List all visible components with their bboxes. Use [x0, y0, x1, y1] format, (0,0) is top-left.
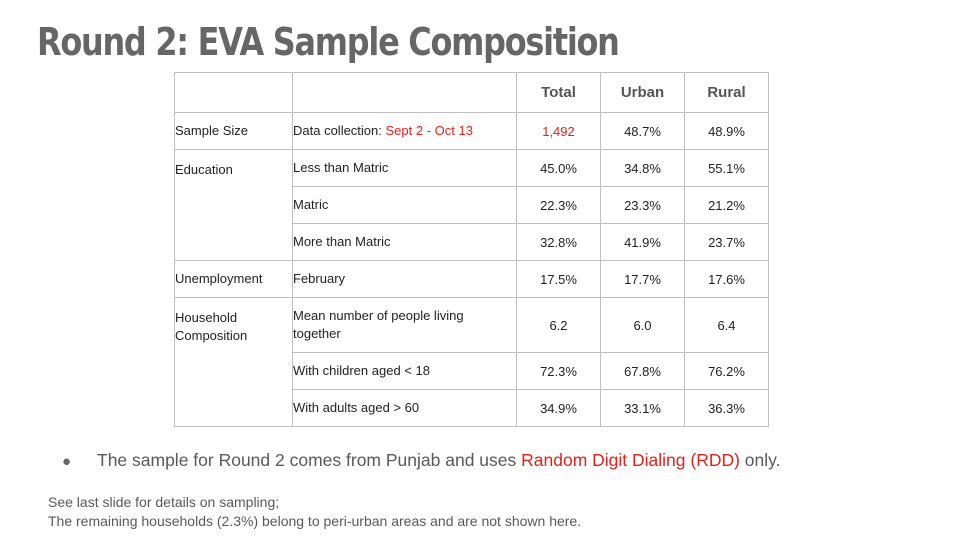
bullet-text: The sample for Round 2 comes from Punjab…	[97, 450, 522, 470]
sample-composition-table: Total Urban Rural Sample Size Data colle…	[174, 72, 769, 427]
row-label-education: Education	[174, 149, 293, 261]
cell-urban: 23.3%	[600, 186, 685, 224]
cell-rural: 23.7%	[684, 223, 769, 261]
cell-total: 17.5%	[516, 260, 601, 298]
row-desc: Mean number of people living together	[292, 297, 517, 353]
row-desc-data-collection: Data collection: Sept 2 - Oct 13	[292, 112, 517, 150]
cell-total: 32.8%	[516, 223, 601, 261]
table-row-household-2: With children aged < 18 72.3% 67.8% 76.2…	[175, 352, 769, 390]
row-desc: Less than Matric	[292, 149, 517, 187]
header-blank-2	[292, 72, 517, 113]
cell-total: 6.2	[516, 297, 601, 353]
bullet-point: ● The sample for Round 2 comes from Punja…	[62, 450, 780, 471]
cell-rural: 17.6%	[684, 260, 769, 298]
cell-rural: 21.2%	[684, 186, 769, 224]
footnote-line-2: The remaining households (2.3%) belong t…	[48, 513, 582, 529]
data-collection-label: Data collection:	[293, 123, 386, 138]
cell-urban: 67.8%	[600, 352, 685, 390]
bullet-dot-icon: ●	[62, 453, 72, 470]
cell-total: 1,492	[516, 112, 601, 150]
cell-total: 45.0%	[516, 149, 601, 187]
table-row-education-3: More than Matric 32.8% 41.9% 23.7%	[175, 223, 769, 261]
bullet-highlight: Random Digit Dialing (RDD)	[521, 450, 740, 470]
footnote-line-1: See last slide for details on sampling;	[48, 494, 280, 510]
cell-rural: 55.1%	[684, 149, 769, 187]
table-header-row: Total Urban Rural	[174, 72, 769, 113]
table-row-education-1: Education Less than Matric 45.0% 34.8% 5…	[174, 149, 769, 261]
header-rural: Rural	[684, 72, 769, 113]
slide-title: Round 2: EVA Sample Composition	[37, 20, 620, 64]
cell-total: 22.3%	[516, 186, 601, 224]
cell-rural: 36.3%	[684, 389, 769, 427]
cell-urban: 34.8%	[600, 149, 685, 187]
cell-urban: 17.7%	[600, 260, 685, 298]
cell-total: 72.3%	[516, 352, 601, 390]
row-label-sample-size: Sample Size	[174, 112, 293, 150]
row-desc: February	[292, 260, 517, 298]
footnote: See last slide for details on sampling; …	[48, 493, 581, 531]
cell-rural: 6.4	[684, 297, 769, 353]
table-row-sample-size: Sample Size Data collection: Sept 2 - Oc…	[174, 112, 769, 150]
cell-urban: 6.0	[600, 297, 685, 353]
row-desc: With children aged < 18	[292, 352, 517, 390]
cell-urban: 33.1%	[600, 389, 685, 427]
cell-rural: 48.9%	[684, 112, 769, 150]
table-row-unemployment: Unemployment February 17.5% 17.7% 17.6%	[174, 260, 769, 298]
cell-rural: 76.2%	[684, 352, 769, 390]
row-desc: More than Matric	[292, 223, 517, 261]
cell-urban: 48.7%	[600, 112, 685, 150]
bullet-suffix: only.	[739, 450, 781, 470]
header-blank-1	[174, 72, 293, 113]
header-total: Total	[516, 72, 601, 113]
table-row-household-1: Household Composition Mean number of peo…	[174, 297, 769, 427]
table-row-education-2: Matric 22.3% 23.3% 21.2%	[175, 186, 769, 224]
row-desc: With adults aged > 60	[292, 389, 517, 427]
cell-total: 34.9%	[516, 389, 601, 427]
table-row-household-3: With adults aged > 60 34.9% 33.1% 36.3%	[175, 389, 769, 427]
row-desc: Matric	[292, 186, 517, 224]
row-label-unemployment: Unemployment	[174, 260, 293, 298]
data-collection-dates: Sept 2 - Oct 13	[385, 123, 473, 138]
header-urban: Urban	[600, 72, 685, 113]
row-label-household-composition: Household Composition	[174, 297, 293, 427]
cell-urban: 41.9%	[600, 223, 685, 261]
